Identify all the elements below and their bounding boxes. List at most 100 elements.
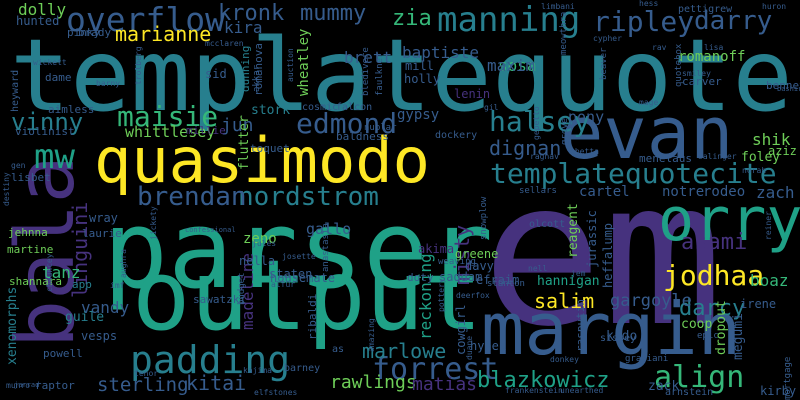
word: pinky — [67, 26, 101, 39]
word: baptiste — [402, 43, 480, 62]
word: stanton — [487, 279, 525, 289]
word: salim — [534, 289, 595, 313]
word: darcy — [679, 296, 746, 321]
word: josette — [282, 252, 316, 261]
word: jarrad — [14, 381, 40, 389]
word: xenomorphs — [5, 286, 20, 365]
word: vandy — [81, 298, 130, 317]
word: heffalump — [601, 222, 615, 288]
word: limbani — [541, 2, 575, 11]
word: millie — [186, 124, 226, 137]
word: akkar — [252, 64, 262, 92]
word: violinist — [15, 125, 75, 138]
word: meowthra — [559, 11, 569, 55]
word: barney — [284, 363, 321, 374]
word: obetta — [570, 147, 599, 156]
word: blazkowicz — [477, 368, 610, 393]
word: zia — [392, 6, 432, 31]
word: boaz — [750, 271, 789, 290]
word: rav — [652, 43, 667, 52]
word: chauncey — [45, 253, 54, 292]
word: davy — [465, 259, 494, 273]
word: brady — [78, 26, 112, 39]
word: wheatley — [296, 28, 312, 96]
word: kronk — [218, 1, 285, 26]
word: reckoning — [416, 253, 435, 340]
word: mill — [405, 59, 434, 73]
word: gypsy — [397, 107, 440, 123]
word: norah — [742, 166, 767, 175]
word: hynek — [470, 339, 507, 353]
word: amazing — [367, 318, 376, 352]
word: ribaldi — [306, 293, 319, 340]
word: brett — [344, 48, 393, 67]
word: raghav — [530, 152, 559, 161]
word: graziani — [625, 354, 669, 364]
word: pottery — [437, 278, 446, 312]
word: kirby — [760, 384, 797, 398]
word: halsey — [489, 105, 591, 138]
word: overflow — [66, 0, 225, 39]
word: epic — [697, 331, 719, 341]
word: marlowe — [362, 339, 447, 363]
word: martine — [7, 243, 54, 256]
word: rasputin — [574, 299, 587, 352]
word: auction — [286, 48, 295, 82]
word: sid — [205, 67, 227, 81]
word: weaving — [438, 257, 476, 267]
word: gen — [11, 161, 26, 170]
word: saddam — [439, 270, 483, 284]
word: jem — [571, 269, 586, 278]
word: dockery — [435, 130, 478, 141]
word: reiner — [764, 211, 773, 240]
word: lenin — [454, 87, 491, 101]
word: output — [132, 239, 483, 352]
word: app — [72, 278, 92, 291]
word: bennet — [766, 79, 800, 92]
word: salinger — [698, 152, 737, 161]
word: deerfox — [456, 291, 490, 300]
word: akima — [418, 242, 455, 256]
word: forrest — [372, 352, 499, 387]
word: maxim — [487, 56, 536, 75]
word: stork — [251, 103, 291, 118]
word: darry — [694, 6, 773, 36]
word: notre — [662, 184, 705, 200]
word: mummy — [300, 1, 367, 26]
word: tenor — [134, 369, 159, 378]
word: nordstrom — [238, 182, 379, 212]
word: smiley — [682, 69, 711, 78]
word: zeno — [243, 231, 277, 247]
word: romanoff — [678, 49, 746, 65]
word: zach — [756, 183, 795, 202]
word: nella — [239, 254, 276, 268]
word: holly — [404, 72, 441, 86]
word: sterling — [97, 374, 189, 396]
word: arnstein — [665, 387, 714, 398]
word: jules — [252, 239, 277, 248]
word: mw — [34, 137, 75, 177]
word: beaver — [599, 47, 609, 80]
word: aughra — [119, 249, 128, 278]
word: rawlings — [330, 372, 417, 393]
word: hannigan — [537, 274, 600, 289]
word: laurie — [82, 227, 122, 240]
word: huron — [762, 2, 787, 11]
word: lisa — [704, 43, 724, 52]
word: foley — [741, 150, 781, 165]
word: hunted — [16, 14, 60, 28]
word: munro — [6, 381, 31, 390]
word: whittlesey — [125, 123, 216, 141]
word: parser — [103, 188, 494, 313]
word: jurassic — [585, 210, 599, 268]
word: sawatzki — [193, 293, 246, 306]
word: grove — [560, 117, 570, 145]
word: trolberg — [134, 46, 143, 85]
word: unearthed — [560, 386, 604, 395]
word: dame — [45, 71, 72, 84]
word: greene — [455, 247, 499, 261]
word: gil — [484, 103, 499, 112]
word: alfur — [271, 280, 296, 289]
word: aimless — [48, 103, 95, 116]
word: templatequotecite — [490, 157, 777, 190]
